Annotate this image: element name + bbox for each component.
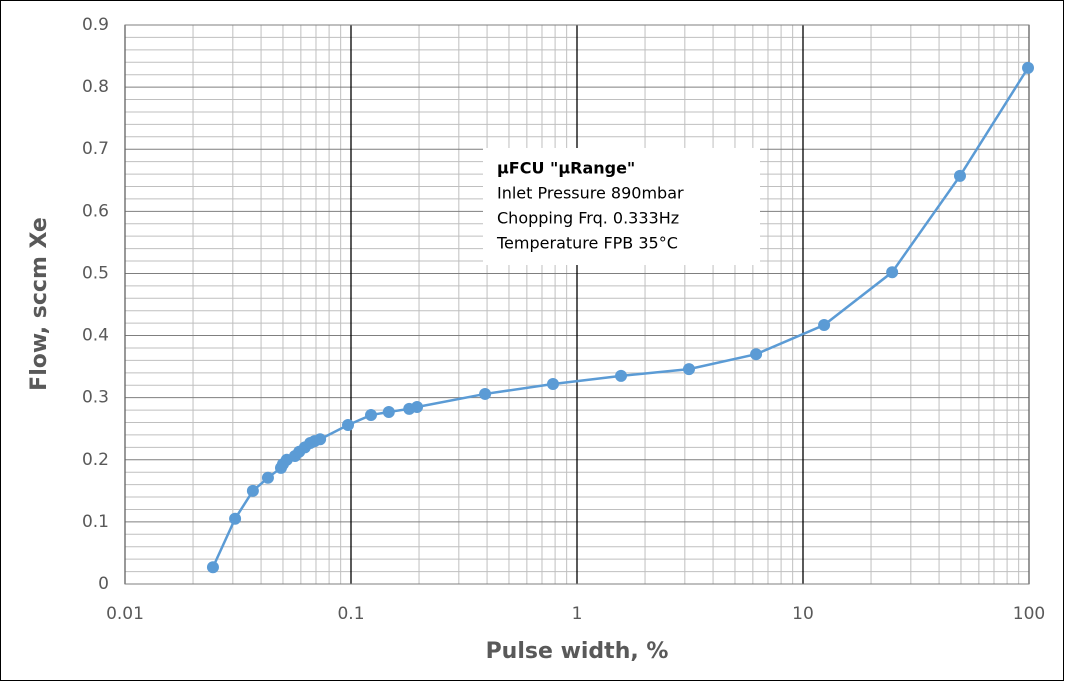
data-point bbox=[314, 433, 327, 446]
x-axis-label: Pulse width, % bbox=[486, 639, 669, 664]
x-tick-label: 10 bbox=[792, 604, 814, 624]
annotation-line: μFCU "μRange" bbox=[497, 159, 635, 178]
data-point bbox=[615, 369, 628, 382]
y-tick-label: 0.6 bbox=[82, 201, 109, 221]
y-tick-label: 0.1 bbox=[82, 512, 109, 532]
y-tick-label: 0.9 bbox=[82, 15, 109, 35]
y-tick-label: 0.8 bbox=[82, 77, 109, 97]
data-point bbox=[364, 409, 377, 422]
data-point bbox=[886, 266, 899, 279]
data-point bbox=[411, 400, 424, 413]
data-point bbox=[206, 561, 219, 574]
y-tick-label: 0.2 bbox=[82, 450, 109, 470]
data-point bbox=[546, 378, 559, 391]
data-point bbox=[682, 363, 695, 376]
annotation-line: Inlet Pressure 890mbar bbox=[497, 184, 684, 203]
data-point bbox=[382, 405, 395, 418]
plot-border bbox=[124, 24, 1030, 585]
data-point bbox=[1022, 61, 1035, 74]
data-point bbox=[261, 471, 274, 484]
y-tick-label: 0.5 bbox=[82, 263, 109, 283]
y-tick-label: 0 bbox=[98, 574, 109, 594]
data-point bbox=[750, 348, 763, 361]
data-point bbox=[818, 318, 831, 331]
x-tick-label: 0.01 bbox=[106, 604, 144, 624]
x-tick-label: 1 bbox=[572, 604, 583, 624]
y-tick-label: 0.3 bbox=[82, 388, 109, 408]
y-tick-label: 0.7 bbox=[82, 139, 109, 159]
x-tick-label: 100 bbox=[1013, 604, 1045, 624]
y-tick-label: 0.4 bbox=[82, 326, 109, 346]
data-point bbox=[342, 418, 355, 431]
data-point bbox=[479, 387, 492, 400]
y-axis-label: Flow, sccm Xe bbox=[27, 217, 52, 391]
annotation-box bbox=[483, 148, 760, 265]
data-point bbox=[229, 512, 242, 525]
data-point bbox=[953, 169, 966, 182]
annotation-line: Temperature FPB 35°C bbox=[496, 234, 678, 253]
annotation-line: Chopping Frq. 0.333Hz bbox=[497, 209, 679, 228]
data-point bbox=[246, 484, 259, 497]
x-tick-label: 0.1 bbox=[337, 604, 364, 624]
plot bbox=[206, 61, 1035, 574]
annotation: μFCU "μRange" Inlet Pressure 890mbar Chopp… bbox=[496, 159, 684, 253]
